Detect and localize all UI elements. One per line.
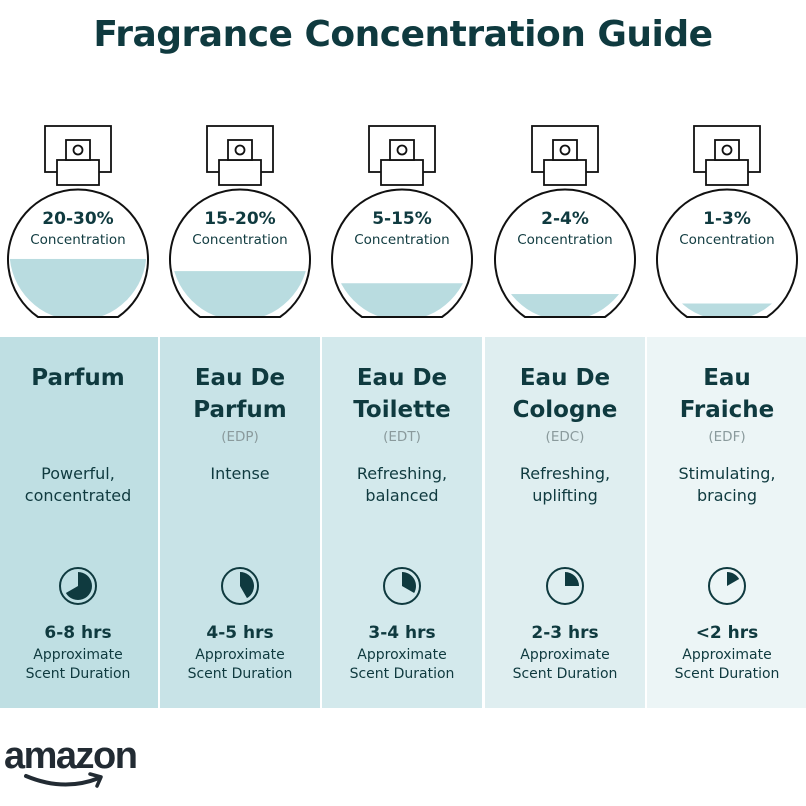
- clock-fill: [565, 572, 579, 586]
- fragrance-column: 20-30% Concentration Parfum Powerful, con…: [0, 120, 158, 710]
- scent-duration: <2 hrs: [695, 623, 759, 643]
- svg-text:amazon: amazon: [4, 738, 136, 777]
- fragrance-description: Refreshing, balanced: [322, 463, 482, 507]
- clock-icon: [708, 567, 746, 605]
- clock-icon: [546, 567, 584, 605]
- fragrance-panel: Eau De Toilette (EDT) Refreshing, balanced…: [322, 337, 482, 708]
- fragrance-name-line: Eau De: [194, 365, 286, 391]
- fragrance-name-line: Parfum: [31, 365, 125, 391]
- duration-label-line: Scent Duration: [512, 666, 618, 682]
- clock-fill: [65, 572, 92, 600]
- clock-ring: [221, 567, 259, 605]
- bottle-liquid: [496, 294, 634, 317]
- fragrance-abbreviation: (EDT): [383, 429, 421, 445]
- fragrance-description: Stimulating, bracing: [647, 463, 806, 507]
- duration-label-line: Approximate: [357, 647, 447, 663]
- description-line: concentrated: [24, 486, 132, 505]
- clock-ring: [546, 567, 584, 605]
- fragrance-column: 2-4% Concentration Eau De Cologne (EDC) R…: [485, 120, 645, 710]
- duration-label: Approximate Scent Duration: [485, 646, 645, 684]
- concentration-label: Concentration: [354, 232, 450, 248]
- clock-fill: [240, 572, 254, 599]
- clock-fill: [402, 572, 416, 593]
- fragrance-description: Intense: [160, 463, 320, 485]
- clock-icon: [221, 567, 259, 605]
- fragrance-panel: Eau De Parfum (EDP) Intense 4-5 hrs Appro…: [160, 337, 320, 708]
- fragrance-name-line: Cologne: [512, 397, 618, 423]
- fragrance-name-line: Eau: [703, 365, 751, 391]
- fragrance-panel: Eau De Cologne (EDC) Refreshing, uplifting…: [485, 337, 645, 708]
- fragrance-name: Parfum: [0, 362, 158, 394]
- scent-duration: 6-8 hrs: [44, 623, 112, 643]
- clock-fill: [727, 572, 740, 586]
- duration-label-line: Approximate: [33, 647, 123, 663]
- page-title: Fragrance Concentration Guide: [93, 14, 713, 55]
- bottle-liquid: [658, 303, 796, 317]
- clock-ring: [708, 567, 746, 605]
- fragrance-description: Refreshing, uplifting: [485, 463, 645, 507]
- clock-icon: [59, 567, 97, 605]
- fragrance-abbreviation: (EDC): [545, 429, 585, 445]
- clock-ring: [383, 567, 421, 605]
- bottle-icon: [7, 125, 149, 318]
- fragrance-name: Eau De Toilette: [322, 362, 482, 426]
- concentration-value: 15-20%: [204, 209, 276, 229]
- fragrance-column: 5-15% Concentration Eau De Toilette (EDT)…: [322, 120, 482, 710]
- fragrance-name-line: Fraiche: [679, 397, 775, 423]
- description-line: Refreshing,: [519, 464, 611, 483]
- bottle-liquid: [9, 258, 147, 317]
- scent-duration: 3-4 hrs: [368, 623, 436, 643]
- scent-duration: 4-5 hrs: [206, 623, 274, 643]
- duration-label: Approximate Scent Duration: [160, 646, 320, 684]
- clock-ring: [59, 567, 97, 605]
- fragrance-name-line: Parfum: [193, 397, 287, 423]
- description-line: Intense: [210, 464, 270, 483]
- fragrance-name-line: Toilette: [353, 397, 451, 423]
- fragrance-abbreviation: (EDP): [221, 429, 259, 445]
- bottle-icon: [169, 125, 311, 318]
- concentration-value: 1-3%: [703, 209, 751, 229]
- fragrance-abbreviation: (EDF): [708, 429, 746, 445]
- concentration-label: Concentration: [517, 232, 613, 248]
- fragrance-column: 15-20% Concentration Eau De Parfum (EDP) …: [160, 120, 320, 710]
- fragrance-panel: Parfum Powerful, concentrated 6-8 hrs App…: [0, 337, 158, 708]
- fragrance-description: Powerful, concentrated: [0, 463, 158, 507]
- fragrance-column: 1-3% Concentration Eau Fraiche (EDF) Stim…: [647, 120, 806, 710]
- bottle-icon: [494, 125, 636, 318]
- concentration-label: Concentration: [679, 232, 775, 248]
- concentration-value: 20-30%: [42, 209, 114, 229]
- concentration-value: 2-4%: [541, 209, 589, 229]
- duration-label-line: Approximate: [682, 647, 772, 663]
- description-line: Refreshing,: [356, 464, 448, 483]
- description-line: uplifting: [532, 486, 598, 505]
- concentration-value: 5-15%: [372, 209, 432, 229]
- description-line: Powerful,: [41, 464, 115, 483]
- bottle-liquid: [171, 271, 309, 317]
- duration-label-line: Approximate: [195, 647, 285, 663]
- bottle-icon: [331, 125, 473, 318]
- duration-label: Approximate Scent Duration: [0, 646, 158, 684]
- concentration-label: Concentration: [30, 232, 126, 248]
- description-line: balanced: [365, 486, 439, 505]
- amazon-logo: amazon: [4, 738, 138, 788]
- duration-label: Approximate Scent Duration: [322, 646, 482, 684]
- concentration-label: Concentration: [192, 232, 288, 248]
- fragrance-name: Eau De Parfum: [160, 362, 320, 426]
- description-line: bracing: [696, 486, 758, 505]
- fragrance-name: Eau Fraiche: [647, 362, 806, 426]
- duration-label-line: Scent Duration: [674, 666, 780, 682]
- bottle-icon: [656, 125, 798, 318]
- description-line: Stimulating,: [678, 464, 776, 483]
- fragrance-name: Eau De Cologne: [485, 362, 645, 426]
- duration-label-line: Approximate: [520, 647, 610, 663]
- duration-label-line: Scent Duration: [349, 666, 455, 682]
- scent-duration: 2-3 hrs: [531, 623, 599, 643]
- fragrance-name-line: Eau De: [356, 365, 448, 391]
- fragrance-name-line: Eau De: [519, 365, 611, 391]
- duration-label-line: Scent Duration: [25, 666, 131, 682]
- duration-label: Approximate Scent Duration: [647, 646, 806, 684]
- duration-label-line: Scent Duration: [187, 666, 293, 682]
- clock-icon: [383, 567, 421, 605]
- fragrance-panel: Eau Fraiche (EDF) Stimulating, bracing <2 …: [647, 337, 806, 708]
